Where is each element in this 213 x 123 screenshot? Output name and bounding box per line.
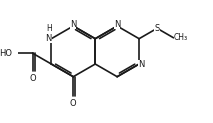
Text: H: H (46, 24, 52, 33)
Text: N: N (114, 20, 120, 29)
Text: HO: HO (0, 49, 12, 58)
Text: S: S (154, 24, 160, 33)
Text: N: N (70, 20, 76, 29)
Text: N: N (46, 34, 52, 43)
Text: O: O (29, 74, 36, 83)
Text: CH₃: CH₃ (174, 33, 188, 42)
Text: O: O (70, 99, 77, 108)
Text: N: N (138, 60, 145, 69)
